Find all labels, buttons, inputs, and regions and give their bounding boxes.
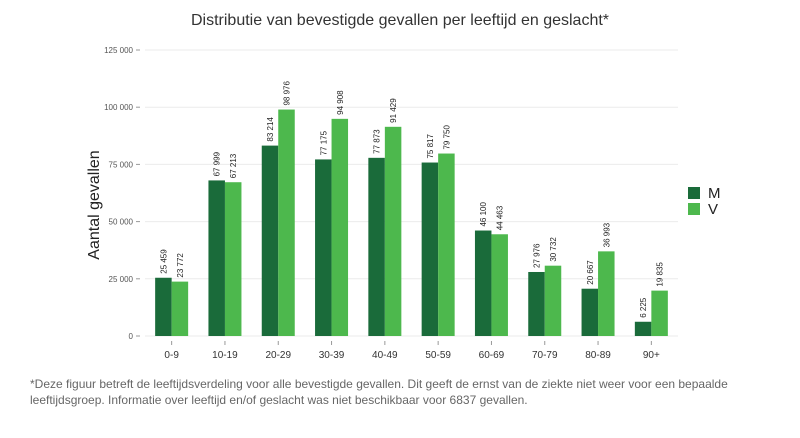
data-label: 27 976 <box>533 243 542 268</box>
bar-m <box>634 321 652 336</box>
data-label: 30 732 <box>549 237 558 262</box>
bar-v <box>278 109 295 337</box>
data-label: 36 993 <box>602 222 611 247</box>
data-label: 79 750 <box>442 125 451 150</box>
x-axis-ticks: 0-9 10-19 20-29 30-39 40-49 50-59 60-69 70-79 80… <box>164 341 660 361</box>
y-axis-ticks: 0 25 000 50 000 75 000 100 000 125 000 <box>104 46 140 341</box>
x-tick-label: 20-29 <box>265 350 291 361</box>
bar-m <box>208 180 225 336</box>
bars <box>155 109 668 337</box>
data-label: 77 175 <box>319 130 328 155</box>
data-label: 6 225 <box>639 297 648 318</box>
data-label: 83 214 <box>266 117 275 142</box>
bar-m <box>421 162 439 336</box>
x-tick-label: 30-39 <box>319 350 345 361</box>
data-label: 19 835 <box>656 262 665 287</box>
legend-swatch-v <box>688 203 700 215</box>
bar-v <box>491 234 508 336</box>
data-label: 77 873 <box>373 129 382 154</box>
y-tick-label: 0 <box>129 332 134 341</box>
chart-title: Distributie van bevestigde gevallen per … <box>190 12 610 29</box>
x-tick-label: 90+ <box>643 350 660 361</box>
bar-m <box>261 145 279 336</box>
bar-m <box>528 271 545 336</box>
legend-item-v: V <box>688 200 721 218</box>
data-label: 94 908 <box>336 90 345 115</box>
y-tick-label: 100 000 <box>104 103 133 112</box>
legend: M V <box>688 184 721 218</box>
x-tick-label: 60-69 <box>479 350 505 361</box>
legend-label-v: V <box>708 200 719 218</box>
bar-v <box>544 265 562 336</box>
x-tick-label: 70-79 <box>532 350 558 361</box>
data-label: 91 429 <box>389 98 398 123</box>
bar-m <box>581 288 599 336</box>
legend-swatch-m <box>688 187 700 199</box>
footnote: *Deze figuur betreft de leeftijdsverdeli… <box>30 377 728 407</box>
x-tick-label: 10-19 <box>212 350 238 361</box>
bar-m <box>368 157 385 336</box>
x-tick-label: 80-89 <box>585 350 611 361</box>
data-labels: 25 459 23 772 67 999 67 213 83 214 98 976 77 1… <box>159 81 664 318</box>
x-tick-label: 40-49 <box>372 350 398 361</box>
data-label: 67 213 <box>229 153 238 178</box>
bar-v <box>224 182 242 336</box>
y-tick-label: 75 000 <box>109 160 134 169</box>
bar-v <box>171 281 189 336</box>
legend-item-m: M <box>688 184 721 202</box>
bar-v <box>331 118 349 336</box>
y-tick-label: 125 000 <box>104 46 133 55</box>
bar-m <box>315 159 332 336</box>
data-label: 23 772 <box>176 253 185 278</box>
data-label: 98 976 <box>283 81 292 106</box>
data-label: 25 459 <box>159 249 168 274</box>
x-tick-label: 50-59 <box>425 350 451 361</box>
data-label: 75 817 <box>426 134 435 159</box>
data-label: 46 100 <box>479 202 488 227</box>
y-axis-label: Aantal gevallen <box>86 150 103 259</box>
data-label: 67 999 <box>213 151 222 176</box>
legend-label-m: M <box>708 184 721 202</box>
bar-v <box>438 153 455 336</box>
bar-v <box>598 251 615 336</box>
y-tick-label: 25 000 <box>109 275 134 284</box>
bar-m <box>474 230 492 336</box>
y-tick-label: 50 000 <box>109 218 134 227</box>
bar-v <box>384 126 402 336</box>
data-label: 20 667 <box>586 260 595 285</box>
data-label: 44 463 <box>496 205 505 230</box>
bar-v <box>651 290 668 336</box>
x-tick-label: 0-9 <box>164 350 179 361</box>
bar-m <box>155 277 172 336</box>
